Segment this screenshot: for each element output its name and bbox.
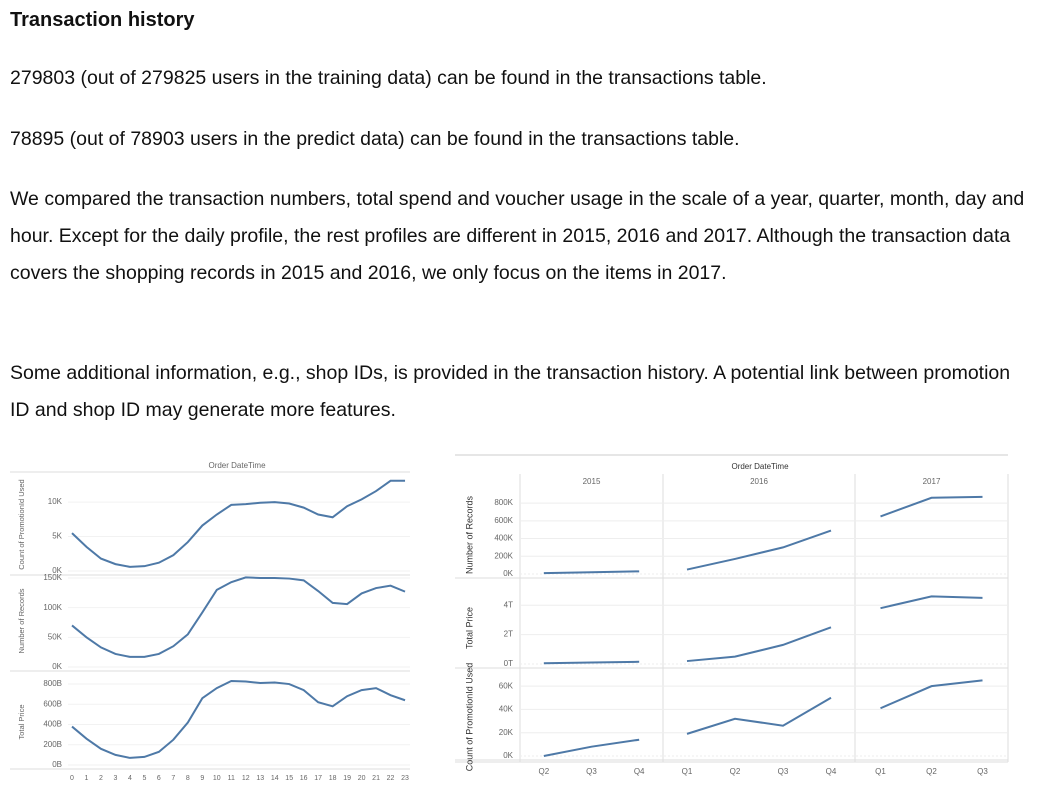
x-tick-label: 20 [358, 775, 366, 782]
line [71, 680, 406, 759]
x-tick-label: Q1 [682, 767, 693, 776]
x-tick-label: 13 [256, 775, 264, 782]
y-tick-label: 0K [503, 569, 513, 578]
y-tick-label: 0K [52, 566, 62, 575]
x-tick-label: 14 [271, 775, 279, 782]
y-tick-label: 200K [494, 551, 513, 560]
x-tick-label: 3 [113, 775, 117, 782]
line [880, 595, 983, 610]
year-label: 2017 [923, 477, 941, 486]
y-axis-label: Number of Records [464, 495, 474, 574]
x-tick-label: 4 [128, 775, 132, 782]
paragraph: 279803 (out of 279825 users in the train… [10, 67, 767, 89]
y-tick-label: 150K [43, 573, 62, 582]
y-axis-label: Count of PromotionId Used [17, 479, 26, 569]
line [880, 495, 983, 518]
x-tick-label: 5 [142, 775, 146, 782]
paragraph: Some additional information, e.g., shop … [10, 362, 1011, 421]
line [543, 738, 640, 757]
line [71, 576, 406, 658]
y-tick-label: 60K [499, 681, 514, 690]
x-tick-label: Q1 [875, 767, 886, 776]
year-label: 2016 [750, 477, 768, 486]
y-tick-label: 50K [48, 632, 63, 641]
y-tick-label: 4T [504, 600, 513, 609]
y-tick-label: 10K [48, 497, 63, 506]
y-tick-label: 200B [43, 740, 62, 749]
y-tick-label: 40K [499, 705, 514, 714]
title: Transaction history [10, 9, 195, 31]
line [543, 660, 640, 665]
year-label: 2015 [583, 477, 601, 486]
x-tick-label: 1 [85, 775, 89, 782]
line [686, 529, 832, 571]
x-tick-label: 23 [401, 775, 409, 782]
y-tick-label: 2T [504, 630, 513, 639]
x-tick-label: 16 [300, 775, 308, 782]
hourly-chart: Order DateTime Count of PromotionId Used 0… [10, 461, 410, 782]
y-tick-label: 400B [43, 720, 62, 729]
y-tick-label: 600B [43, 699, 62, 708]
y-tick-label: 0B [52, 760, 62, 769]
y-axis-label: Total Price [17, 704, 26, 739]
x-tick-label: 15 [285, 775, 293, 782]
x-tick-label: 21 [372, 775, 380, 782]
x-tick-label: 11 [228, 775, 235, 782]
y-tick-label: 400K [494, 534, 513, 543]
x-tick-label: Q4 [634, 767, 645, 776]
x-tick-label: 8 [186, 775, 190, 782]
y-tick-label: 600K [494, 516, 513, 525]
chart-title: Order DateTime [731, 462, 789, 471]
y-tick-label: 5K [52, 532, 62, 541]
x-tick-label: Q3 [778, 767, 789, 776]
line [543, 570, 640, 575]
x-tick-label: Q2 [538, 767, 549, 776]
chart-title: Order DateTime [208, 461, 266, 470]
x-tick-label: Q4 [826, 767, 837, 776]
x-tick-label: 17 [314, 775, 322, 782]
x-tick-label: Q3 [977, 767, 988, 776]
line [71, 479, 406, 568]
x-tick-label: 9 [200, 775, 204, 782]
x-tick-label: Q2 [730, 767, 741, 776]
y-tick-label: 0T [504, 659, 513, 668]
y-tick-label: 0K [503, 751, 513, 760]
line [686, 626, 832, 663]
y-axis-label: Count of PromotionId Used [464, 663, 474, 772]
y-tick-label: 800B [43, 679, 62, 688]
x-tick-label: Q3 [586, 767, 597, 776]
x-tick-label: 10 [213, 775, 221, 782]
y-axis-label: Total Price [464, 607, 474, 649]
y-tick-label: 800K [494, 498, 513, 507]
paragraph: We compared the transaction numbers, tot… [10, 188, 1025, 284]
x-tick-label: 2 [99, 775, 103, 782]
x-tick-label: 19 [343, 775, 351, 782]
x-tick-label: 6 [157, 775, 161, 782]
x-tick-label: Q2 [926, 767, 937, 776]
y-axis-label: Number of Records [17, 588, 26, 653]
paragraph: 78895 (out of 78903 users in the predict… [10, 128, 740, 150]
x-tick-label: 12 [242, 775, 250, 782]
x-tick-label: 0 [70, 775, 74, 782]
y-tick-label: 20K [499, 728, 514, 737]
x-tick-label: 18 [329, 775, 337, 782]
y-tick-label: 0K [52, 662, 62, 671]
x-tick-label: 22 [387, 775, 395, 782]
x-tick-label: 7 [171, 775, 175, 782]
line [686, 696, 832, 735]
line [880, 679, 983, 710]
y-tick-label: 100K [43, 603, 62, 612]
